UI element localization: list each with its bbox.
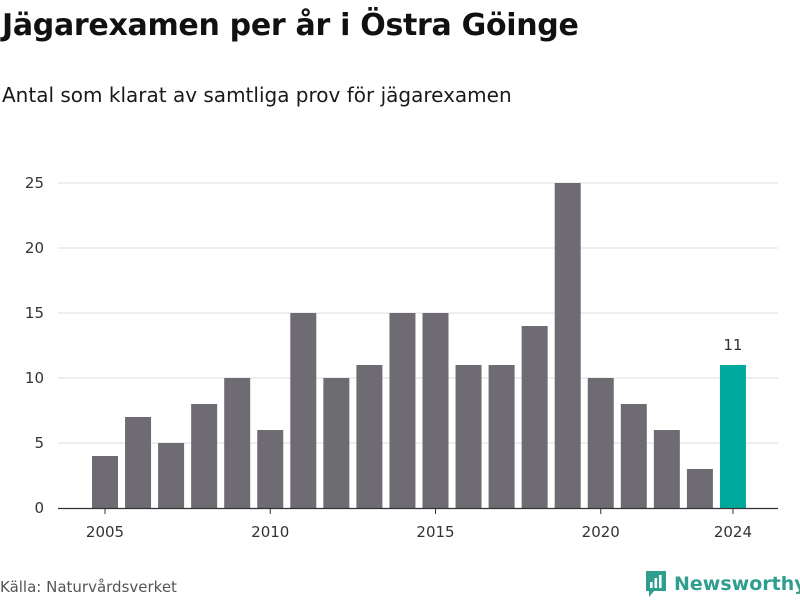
gridlines [58, 182, 778, 444]
bar-highlighted [719, 365, 746, 508]
bar [92, 456, 118, 508]
x-tick-label: 2024 [714, 523, 752, 541]
axes: 0 5 10 15 20 25 2005 2010 2015 2020 2024 [25, 174, 778, 541]
x-tick-label: 2020 [582, 523, 620, 541]
chart-title: Jägarexamen per år i Östra Göinge [2, 8, 579, 43]
bar [290, 313, 317, 508]
bar [620, 404, 647, 508]
bar [587, 378, 614, 508]
bar [191, 404, 218, 508]
bar [257, 430, 284, 508]
bar [356, 365, 383, 508]
bar [224, 378, 251, 508]
brand-name: Newsworthy [674, 573, 800, 595]
bar [125, 417, 152, 508]
bar [653, 430, 680, 508]
bar [158, 443, 185, 508]
y-tick-label: 25 [25, 174, 44, 192]
y-tick-label: 20 [25, 239, 44, 257]
bar [455, 365, 482, 508]
bars [92, 183, 746, 508]
data-labels: 11 [723, 336, 742, 354]
bar-chart-logo-icon [646, 571, 666, 597]
bar [686, 469, 713, 508]
x-tick-label: 2010 [251, 523, 289, 541]
bar [521, 326, 548, 508]
bar [323, 378, 350, 508]
bar [389, 313, 416, 508]
chart-subtitle: Antal som klarat av samtliga prov för jä… [2, 83, 512, 107]
brand-logo: Newsworthy [644, 568, 800, 600]
data-label: 11 [723, 336, 742, 354]
y-tick-label: 15 [25, 304, 44, 322]
bar [422, 313, 449, 508]
y-tick-label: 0 [34, 499, 44, 517]
y-tick-label: 5 [34, 434, 44, 452]
source-note: Källa: Naturvårdsverket [0, 578, 177, 596]
bar [488, 365, 515, 508]
bar [554, 183, 581, 508]
x-tick-label: 2005 [86, 523, 124, 541]
y-tick-label: 10 [25, 369, 44, 387]
x-tick-label: 2015 [416, 523, 454, 541]
